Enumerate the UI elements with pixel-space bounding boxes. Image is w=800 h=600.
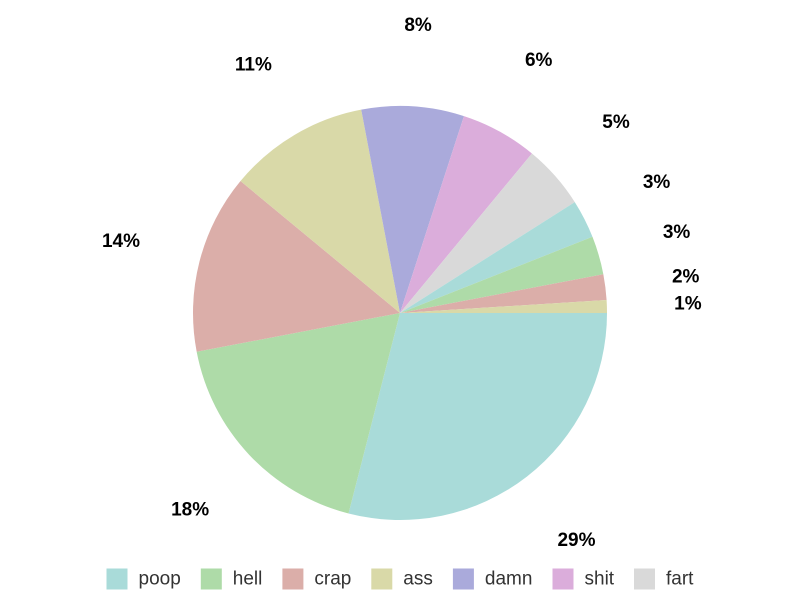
legend-swatch-poop [106,568,128,590]
percent-label-3: 14% [102,231,140,252]
pie-slice-3 [193,181,400,352]
percent-label-2: 18% [171,500,209,521]
legend-swatch-fart [634,568,655,590]
legend-label-ass: ass [403,569,433,590]
legend-swatch-hell [200,568,222,590]
pie-slices [193,106,607,521]
pie-slice-8 [400,202,593,313]
legend-label-poop: poop [139,569,181,590]
percent-label-1: 29% [557,530,595,551]
pie-slice-1 [348,313,607,521]
pie-slice-9 [400,236,604,313]
percent-label-8: 3% [643,172,671,193]
pie-slice-2 [196,313,400,514]
legend-label-crap: crap [314,569,351,590]
pie-slice-6 [400,116,532,313]
percent-label-6: 6% [525,50,553,71]
pie-slice-10 [400,274,607,313]
legend-label-fart: fart [666,569,694,590]
percent-label-7: 5% [602,112,630,133]
legend-swatch-shit [552,568,574,590]
pie-slice-4 [240,109,400,313]
percent-label-11: 1% [674,294,702,315]
pie-slice-11 [400,300,607,313]
percent-label-4: 11% [235,55,272,76]
legend-label-damn: damn [485,569,533,590]
percent-labels: 29% 18% 14% 11% 8% 6% 5% 3% 3% 2% 1% [102,15,702,551]
percent-label-9: 3% [663,222,691,243]
legend-label-hell: hell [233,569,263,590]
legend-label-shit: shit [585,569,615,590]
legend-swatch-damn [452,568,474,590]
legend-swatch-crap [282,568,304,590]
percent-label-10: 2% [672,266,700,287]
legend: poop hell crap ass damn shit fart [106,568,694,590]
pie-slice-5 [361,106,464,313]
pie-slice-7 [400,153,575,313]
percent-label-5: 8% [404,15,432,36]
legend-swatch-ass [371,568,393,590]
